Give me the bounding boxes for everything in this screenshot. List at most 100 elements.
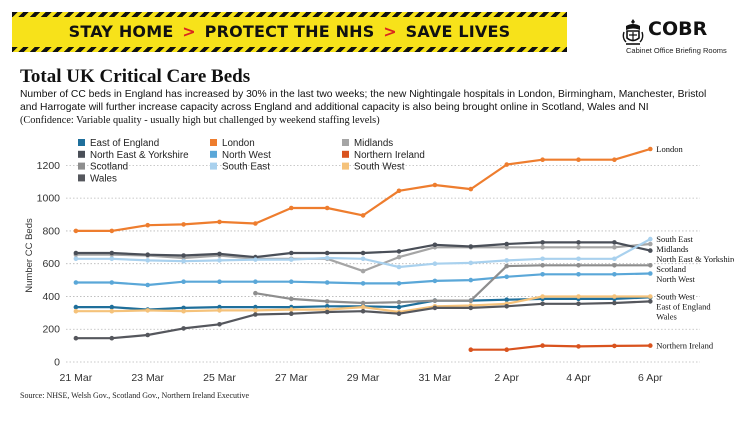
data-point [648,236,653,242]
x-tick-label: 6 Apr [638,372,663,384]
data-point [612,263,617,268]
series-line [470,344,651,351]
confidence-note: (Confidence: Variable quality - usually … [20,115,380,126]
data-point [612,300,617,306]
data-point [73,335,79,341]
legend-item-northern-ireland: Northern Ireland [342,150,425,161]
series-south-west [73,294,653,315]
series-scotland [253,263,653,306]
data-point [468,244,474,249]
legend-label: Midlands [354,138,393,149]
data-point [253,221,258,226]
data-point [324,299,330,304]
logo-title: COBR [648,18,708,40]
data-point [217,279,222,284]
data-point [468,298,474,303]
data-point [217,219,222,225]
source-note: Source: NHSE, Welsh Gov., Scotland Gov.,… [20,391,250,400]
legend-item-scotland: Scotland [78,162,128,173]
y-tick-label: 1000 [37,193,61,205]
data-point [360,281,366,286]
data-point [468,186,474,192]
legend-label: Scotland [90,162,128,173]
legend-swatch [78,139,85,146]
series-end-label: Wales [656,312,677,322]
data-point [289,307,294,312]
data-point [289,311,294,316]
data-point [540,294,545,299]
data-point [432,261,438,266]
data-point [612,294,617,299]
data-point [360,300,366,306]
data-point [504,245,510,250]
legend-item-east-of-england: East of England [78,138,159,149]
data-point [612,240,617,245]
series-north-east-and-yorkshire [73,240,653,260]
legend-label: East of England [90,138,159,149]
legend-item-north-east-and-yorkshire: North East & Yorkshire [78,150,189,161]
legend-label: Wales [90,173,117,184]
x-tick-label: 21 Mar [60,372,93,384]
x-tick-label: 29 Mar [347,372,380,384]
data-point [576,256,581,262]
data-point [145,258,150,263]
series-wales [73,299,653,341]
banner-slogan: STAY HOME > PROTECT THE NHS > SAVE LIVES [12,22,567,41]
legend-label: North East & Yorkshire [90,150,189,161]
data-point [396,281,402,286]
legend-swatch [78,150,85,158]
data-point [324,280,330,285]
legend-label: North West [222,150,271,161]
legend-swatch [210,139,217,146]
banner-arrow-icon: > [383,22,397,41]
data-point [612,157,617,162]
data-point [612,343,617,349]
banner-hazard-stripe-bottom [12,47,567,52]
data-point [396,254,402,260]
legend-item-wales: Wales [78,173,117,184]
data-point [253,308,258,313]
legend-label: Northern Ireland [354,150,425,161]
data-point [253,290,258,296]
data-point [396,264,402,270]
data-point [289,257,294,262]
data-point [217,308,222,313]
legend-swatch [78,174,85,182]
royal-crest-icon [622,19,644,45]
data-point [432,278,438,284]
chart-container: 0 200 400 600 800 1000 1200 Number CC Beds 21 M… [20,127,737,387]
legend-swatch [342,150,349,158]
data-point [289,205,294,211]
data-point [360,268,366,274]
legend-swatch [78,162,85,170]
y-tick-label: 200 [42,324,60,336]
legend-item-north-west: North West [210,150,271,161]
series-line [255,264,651,305]
data-point [648,294,653,299]
legend-item-london: London [210,138,255,149]
data-point [145,332,150,338]
y-tick-label: 1200 [37,160,61,172]
data-point [217,322,222,327]
data-point [73,228,79,234]
data-point [612,272,617,277]
x-tick-label: 25 Mar [203,372,236,384]
data-point [648,146,653,152]
data-point [576,294,581,299]
data-point [504,263,510,269]
data-point [540,245,545,250]
series-london [73,146,653,234]
series-south-east [73,236,653,270]
chart-series-lines [73,146,653,352]
data-point [612,245,617,250]
data-point [324,304,330,309]
data-point [504,304,510,309]
y-axis-title: Number CC Beds [24,218,35,293]
banner-part-protect-nhs: PROTECT THE NHS [204,22,375,41]
legend-swatch [342,139,349,146]
critical-care-beds-chart: 0 200 400 600 800 1000 1200 Number CC Beds 21 M… [24,138,737,384]
data-point [109,228,115,234]
x-tick-label: 2 Apr [494,372,519,384]
series-end-label: East of England [656,302,711,312]
